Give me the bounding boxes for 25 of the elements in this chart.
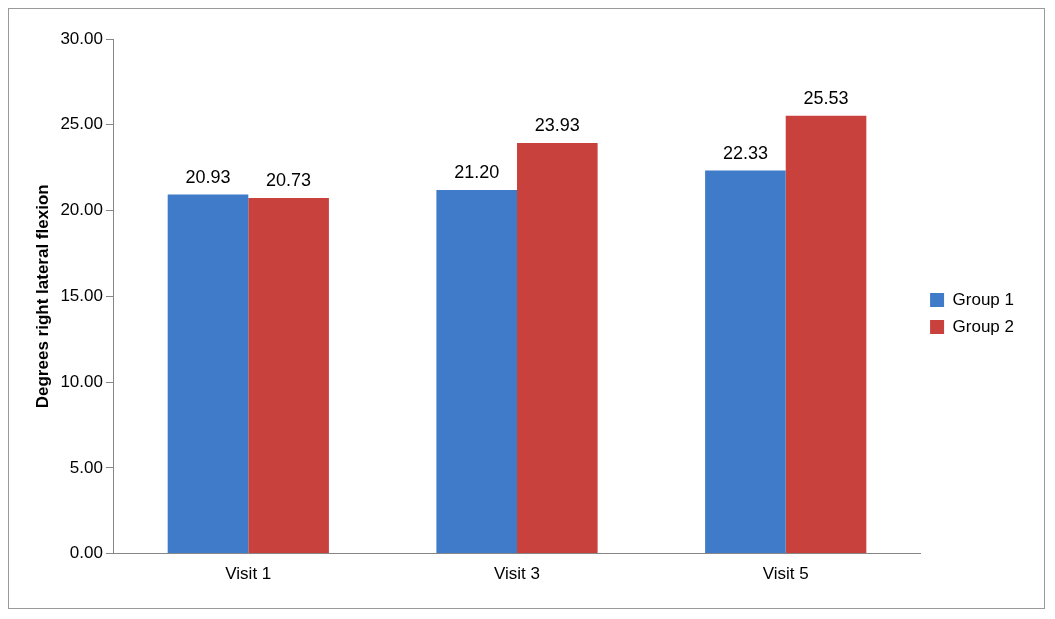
x-tick-label: Visit 1: [225, 564, 272, 584]
bar: [517, 143, 598, 554]
legend-label: Group 1: [952, 289, 1015, 309]
data-label: 21.20: [454, 161, 500, 182]
data-label: 22.33: [722, 142, 768, 163]
bar: [705, 170, 786, 554]
y-tick-label: 30.00: [60, 28, 103, 48]
y-tick-label: 0.00: [69, 543, 103, 563]
data-label: 20.93: [185, 166, 231, 187]
legend-label: Group 2: [952, 316, 1015, 336]
data-label: 25.53: [803, 87, 849, 108]
bar: [436, 189, 518, 554]
y-axis-title: Degrees right lateral flexion: [32, 184, 52, 409]
x-tick-label: Visit 3: [494, 564, 541, 584]
y-tick-label: 15.00: [60, 285, 103, 305]
bar: [248, 198, 329, 554]
bar: [785, 115, 867, 554]
y-tick-label: 25.00: [60, 114, 103, 134]
y-tick-label: 20.00: [60, 200, 103, 220]
y-tick-label: 10.00: [60, 371, 103, 391]
y-tick-label: 5.00: [69, 457, 103, 477]
bar: [167, 194, 249, 554]
data-label: 20.73: [266, 169, 312, 190]
x-tick-label: Visit 5: [762, 564, 809, 584]
data-label: 23.93: [534, 115, 580, 136]
